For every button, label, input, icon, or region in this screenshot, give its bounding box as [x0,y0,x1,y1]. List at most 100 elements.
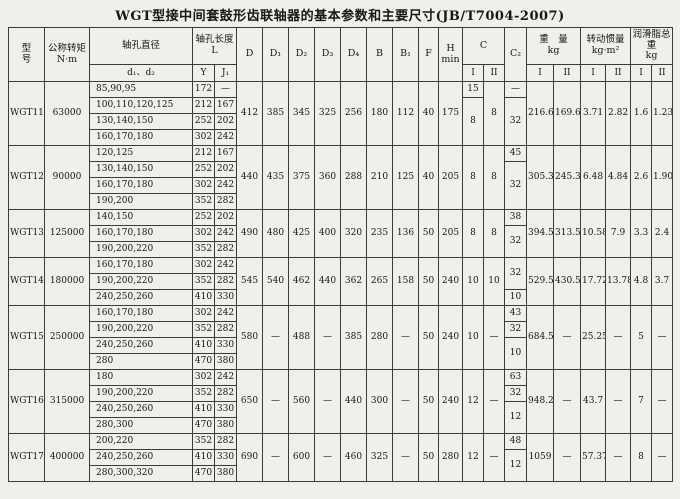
cell-D1: 435 [262,145,290,210]
cell-length-J1: 282 [213,273,238,290]
cell-length-J1: 242 [213,129,238,146]
cell-length-J1: 282 [213,433,238,450]
cell-bore-diameters: 200,220 [89,433,193,450]
header-Hmin: H min [438,27,464,82]
cell-inertia-I: 43.7 [580,369,607,434]
cell-weight-II: 313.5 [553,209,582,258]
cell-grease-I: 8 [630,433,653,482]
cell-F: 40 [418,145,440,210]
cell-model: WGT13 [8,209,45,258]
cell-bore-diameters: 120,125 [89,145,193,162]
cell-length-Y: 302 [192,177,215,194]
cell-B1: 158 [392,257,420,306]
cell-grease-II: — [651,433,674,482]
cell-B: 180 [366,81,394,146]
table-row: WGT13 125000 140,150 252 202 490 480 425 400 320 2… [8,209,674,258]
cell-weight-II: — [553,369,582,434]
cell-length-Y: 252 [192,209,215,226]
cell-bore-diameters: 240,250,260 [89,449,193,466]
cell-C2: — [504,81,528,98]
cell-inertia-I: 6.48 [580,145,607,210]
cell-length-J1: 167 [213,97,238,114]
cell-bore-diameters: 160,170,180 [89,129,193,146]
cell-grease-II: 1.23 [651,81,674,146]
table-row: 190,200,220 352 282 32 [9,321,673,338]
cell-C2: 32 [504,321,528,338]
cell-length-Y: 352 [192,321,215,338]
cell-torque: 63000 [44,81,90,146]
header-D2: D₂ [288,27,316,82]
header-Y: Y [192,64,215,82]
header-bore-length: 轴孔长度 L [191,27,238,65]
cell-inertia-II: 7.9 [605,209,632,258]
cell-weight-II: 430.5 [553,257,582,306]
cell-bore-diameters: 160,170,180 [89,225,193,242]
header-weight-II: II [553,64,582,82]
cell-D4: 256 [340,81,368,146]
cell-length-J1: 380 [213,417,238,434]
cell-length-J1: 330 [213,289,238,306]
cell-C2: 43 [504,305,528,322]
cell-D3: — [314,433,342,482]
cell-torque: 180000 [44,257,90,306]
cell-bore-diameters: 100,110,120,125 [89,97,193,114]
table-row: WGT17 400000 200,220 352 282 690—600—460 325—5… [8,433,674,482]
table-body: WGT11 63000 85,90,95 172—412 385 345 325 256 180… [8,81,674,482]
header-grease-I: I [630,64,653,82]
cell-D4: 460 [340,433,368,482]
cell-length-J1: 330 [213,449,238,466]
cell-F: 50 [418,369,440,434]
cell-D: 690 [236,433,264,482]
header-inertia-I: I [580,64,607,82]
cell-C2: 12 [504,401,528,434]
cell-length-Y: 352 [192,273,215,290]
cell-weight-II: 169.6 [553,81,582,146]
cell-bore-diameters: 280,300,320 [89,465,193,482]
cell-D2: 600 [288,433,316,482]
cell-bore-diameters: 130,140,150 [89,161,193,178]
cell-bore-diameters: 140,150 [89,209,193,226]
cell-weight-I: 305.3 [526,145,555,210]
cell-model: WGT12 [8,145,45,210]
table-row: 100,110,120,125 212 167 8 32 [9,97,673,146]
cell-length-Y: 172 [192,81,215,98]
cell-D: 650 [236,369,264,434]
cell-D: 490 [236,209,264,258]
cell-length-Y: 470 [192,417,215,434]
header-grease: 润滑脂总重 kg [630,27,674,65]
cell-C-I: 8 [462,209,485,258]
header-J1: J₁ [213,64,238,82]
cell-D2: 375 [288,145,316,210]
cell-B: 280 [366,305,394,370]
cell-bore-diameters: 130,140,150 [89,113,193,130]
cell-D: 580 [236,305,264,370]
cell-grease-II: — [651,305,674,370]
cell-D4: 320 [340,209,368,258]
table-row: WGT15 250000 160,170,180 302 242 580—488—385 2… [8,305,674,370]
cell-torque: 400000 [44,433,90,482]
cell-length-J1: 330 [213,337,238,354]
cell-length-J1: 242 [213,305,238,322]
cell-inertia-I: 3.71 [580,81,607,146]
cell-inertia-II: — [605,369,632,434]
cell-C2: 10 [504,337,528,370]
header-weight-I: I [526,64,555,82]
cell-length-J1: 202 [213,113,238,130]
cell-D1: — [262,433,290,482]
cell-C2: 63 [504,369,528,386]
cell-bore-diameters: 180 [89,369,193,386]
cell-D3: 400 [314,209,342,258]
cell-C-II: — [483,433,506,482]
table-header: 型 号 公称转矩 N·m 轴孔直径 轴孔长度 L D D₁ D₂ D₃ D₄ B… [8,27,674,82]
cell-length-J1: 282 [213,241,238,258]
header-weight: 重 量 kg [526,27,582,65]
cell-B1: 136 [392,209,420,258]
cell-C-I: 8 [462,145,485,210]
table-row: WGT16 315000 180 302 242 650—560—440 300—50 240… [8,369,674,434]
cell-B: 325 [366,433,394,482]
cell-length-J1: 242 [213,177,238,194]
cell-B: 210 [366,145,394,210]
cell-torque: 125000 [44,209,90,258]
cell-C2: 48 [504,433,528,450]
cell-Hmin: 175 [438,81,464,146]
